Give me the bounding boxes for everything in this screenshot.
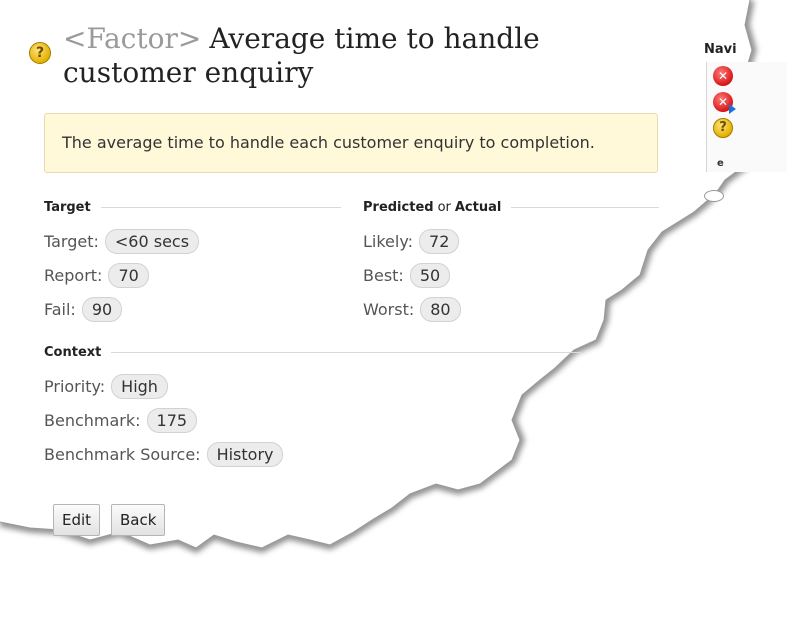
benchmark-value-pill: 175: [146, 408, 198, 433]
field-label: Worst:: [363, 300, 415, 319]
field-label: Best:: [363, 266, 404, 285]
stop-icon[interactable]: ✕: [713, 66, 733, 86]
target-field: Target: <60 secs: [44, 229, 200, 254]
target-heading-text: Target: [44, 200, 91, 215]
likely-value-pill: 72: [419, 229, 460, 254]
priority-field: Priority: High: [44, 374, 168, 399]
target-section-heading: Target: [44, 200, 341, 215]
fail-field: Fail: 90: [44, 297, 123, 322]
benchmark-source-value-pill: History: [206, 442, 284, 467]
scroll-handle[interactable]: [704, 190, 724, 202]
best-field: Best: 50: [363, 263, 451, 288]
title-text: Average time to handle customer enquiry: [63, 22, 540, 89]
predicted-heading-text: Predicted: [363, 200, 434, 215]
fail-value-pill: 90: [81, 297, 123, 322]
field-label: Fail:: [44, 300, 76, 319]
worst-field: Worst: 80: [363, 297, 461, 322]
question-icon[interactable]: ?: [29, 42, 51, 64]
benchmark-source-field: Benchmark Source: History: [44, 442, 284, 467]
navigation-side-panel: Navi ✕ ✕ ? e: [704, 42, 796, 192]
report-value-pill: 70: [108, 263, 149, 288]
predicted-section-heading: Predicted or Actual: [363, 200, 659, 215]
target-value-pill: <60 secs: [104, 229, 200, 254]
side-panel-title: Navi: [704, 42, 737, 57]
benchmark-field: Benchmark: 175: [44, 408, 198, 433]
back-button[interactable]: Back: [111, 504, 166, 536]
field-label: Benchmark Source:: [44, 445, 201, 464]
field-label: Target:: [44, 232, 99, 251]
stop-icon[interactable]: ✕: [713, 92, 733, 112]
side-panel-list: ✕ ✕ ? e: [706, 62, 787, 172]
arrow-right-icon: [729, 104, 736, 114]
report-field: Report: 70: [44, 263, 149, 288]
context-section-heading: Context: [44, 345, 584, 360]
side-panel-snippet: e: [717, 158, 724, 169]
best-value-pill: 50: [409, 263, 451, 288]
field-label: Benchmark:: [44, 411, 141, 430]
context-heading-text: Context: [44, 345, 102, 360]
question-icon[interactable]: ?: [713, 118, 733, 138]
edit-button[interactable]: Edit: [53, 504, 101, 536]
section-divider: [511, 207, 659, 208]
actual-heading-text: Actual: [454, 200, 502, 215]
field-label: Report:: [44, 266, 103, 285]
priority-value-pill: High: [111, 374, 168, 399]
page-title: <Factor> Average time to handle customer …: [63, 22, 663, 90]
worst-value-pill: 80: [420, 297, 461, 322]
field-label: Priority:: [44, 377, 106, 396]
title-kind-label: <Factor>: [63, 22, 202, 55]
description-box: The average time to handle each customer…: [44, 113, 658, 173]
section-divider: [100, 207, 341, 208]
field-label: Likely:: [363, 232, 414, 251]
description-text: The average time to handle each customer…: [62, 133, 595, 152]
predicted-heading-or: or: [437, 200, 451, 215]
section-divider: [111, 352, 584, 353]
likely-field: Likely: 72: [363, 229, 460, 254]
